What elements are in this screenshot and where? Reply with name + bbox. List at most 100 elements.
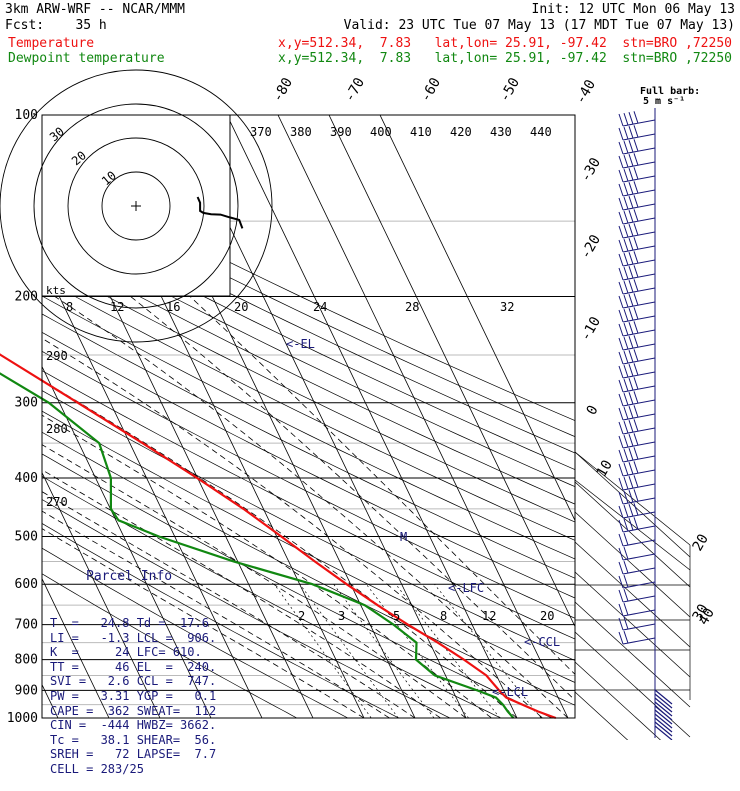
barb-shaft [622, 385, 656, 393]
hodograph-ring [67, 137, 205, 275]
barb-flag [618, 155, 624, 169]
barb-shaft [622, 231, 656, 239]
barb-flag [628, 294, 634, 307]
wind-barb [618, 279, 656, 295]
dry-adiabat-line [42, 410, 575, 683]
dry-adiabat-line [42, 573, 298, 718]
theta-label: 420 [450, 125, 472, 139]
barb-flag [628, 210, 634, 223]
barb-flag [618, 183, 624, 197]
barb-flag [633, 489, 639, 502]
barb-shaft [622, 553, 656, 561]
barb-flag [633, 377, 639, 390]
barb-flag [623, 112, 629, 126]
barb-flag [633, 139, 639, 152]
dry-adiabat-line [42, 313, 575, 579]
pressure-tick-label: 200 [15, 290, 38, 305]
hodograph-ring [33, 103, 239, 309]
moist-adiabat-line [130, 296, 575, 701]
moist-adiabat-line [189, 296, 575, 675]
barb-flag [628, 434, 634, 447]
wind-barb [618, 265, 656, 281]
barb-shaft [622, 497, 656, 505]
barb-flag [633, 111, 639, 124]
barb-flag [623, 378, 629, 392]
barb-flag [633, 517, 639, 530]
wind-barb [618, 335, 656, 351]
valid-time: Valid: 23 UTC Tue 07 May 13 (17 MDT Tue … [343, 18, 735, 33]
forecast-hour: Fcst: 35 h [5, 18, 107, 33]
mixing-ratio-label: 5 [393, 609, 400, 623]
dry-adiabat-line [42, 295, 575, 560]
barb-flag [633, 307, 639, 320]
ruling-line [574, 691, 629, 740]
barb-shaft [622, 637, 656, 645]
barb-flag [633, 125, 639, 138]
wind-barbs: Full barb:5 m s⁻¹ [618, 86, 700, 740]
legend-dewpoint: Dewpoint temperature [8, 51, 165, 66]
pressure-tick-label: 800 [15, 653, 38, 668]
pressure-tick-label: 700 [15, 618, 38, 633]
barb-flag [633, 265, 639, 278]
wind-barb [618, 293, 656, 309]
barb-flag [628, 112, 634, 125]
barb-flag [618, 631, 624, 645]
barb-legend-unit: 5 m s⁻¹ [643, 96, 685, 107]
barb-flag [633, 433, 639, 446]
hodograph-speed-tick: 28 [405, 300, 419, 314]
mixing-ratio-label: 8 [440, 609, 447, 623]
isotherm-label: -10 [578, 314, 605, 344]
model-title: 3km ARW-WRF -- NCAR/MMM [5, 2, 186, 17]
barb-shaft [622, 161, 656, 169]
barb-shaft [622, 581, 656, 589]
ccl-marker: <-CCL [524, 635, 560, 649]
barb-flag [633, 321, 639, 334]
barb-shaft [622, 483, 656, 491]
wind-barb [618, 489, 656, 505]
isotherm-line [379, 115, 575, 522]
dry-adiabat-line [42, 453, 553, 718]
barb-flag [628, 504, 634, 517]
barb-flag [628, 490, 634, 503]
pressure-tick-label: 600 [15, 577, 38, 592]
barb-shaft [622, 511, 656, 519]
dry-adiabat-line [42, 278, 575, 541]
theta-label: 390 [330, 125, 352, 139]
barb-flag [628, 322, 634, 335]
barb-shaft [622, 595, 656, 603]
barb-flag [628, 378, 634, 391]
barb-shaft [622, 371, 656, 379]
mixing-ratio-label: 2 [298, 609, 305, 623]
barb-shaft [622, 567, 656, 575]
parcel-info-row: CELL = 283/25 [50, 761, 144, 776]
plot-frame [41, 114, 576, 719]
ruling-line [574, 451, 691, 558]
isotherm-label: 10 [594, 457, 616, 480]
barb-flag [618, 421, 624, 435]
barb-flag [618, 393, 624, 407]
barb-flag [623, 336, 629, 350]
barb-flag [618, 589, 624, 603]
isotherm-label: -50 [497, 75, 524, 105]
barb-flag [628, 364, 634, 377]
wind-barb [618, 321, 656, 337]
dry-adiabat-line [42, 431, 575, 706]
barb-flag [633, 195, 639, 208]
mixing-ratio-label: 3 [338, 609, 345, 623]
wind-barb [618, 181, 656, 197]
mixing-ratio-label: 20 [540, 609, 554, 623]
wind-barb [618, 237, 656, 253]
barb-shaft [622, 245, 656, 253]
wind-barb [618, 517, 656, 533]
barb-flag [618, 113, 624, 127]
isotherm-label: 20 [690, 531, 712, 554]
parcel-info-row: LI = -1.3 LCL = 906. [50, 630, 217, 645]
wind-barb [654, 689, 673, 705]
barb-shaft [622, 539, 656, 547]
barb-flag [623, 154, 629, 168]
moist-adiabat-line [42, 528, 365, 718]
barb-shaft [622, 175, 656, 183]
hodograph-rings [0, 69, 273, 343]
barb-flag [623, 126, 629, 140]
barb-flag [618, 603, 624, 617]
